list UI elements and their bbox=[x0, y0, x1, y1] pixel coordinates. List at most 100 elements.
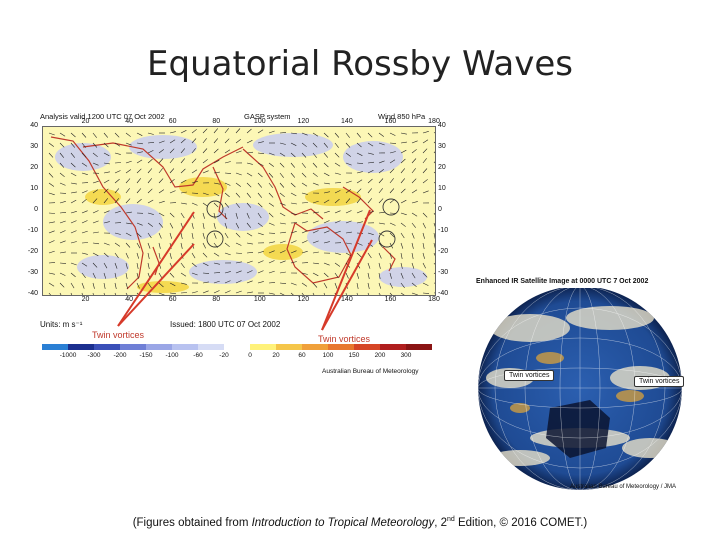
wind-arrow bbox=[191, 222, 194, 229]
cloud-patterns bbox=[478, 288, 682, 490]
wind-arrow bbox=[422, 252, 425, 259]
wind-arrow bbox=[290, 212, 297, 215]
wind-arrow bbox=[246, 222, 252, 228]
wind-arrow bbox=[70, 132, 76, 138]
wind-arrow bbox=[356, 210, 363, 214]
wind-arrow bbox=[345, 189, 351, 194]
wind-arrow bbox=[70, 272, 76, 278]
wind-arrow bbox=[103, 198, 109, 204]
wind-arrow bbox=[246, 202, 252, 208]
wind-arrow bbox=[191, 138, 197, 144]
wind-arrow bbox=[323, 142, 329, 148]
lat-tick-label: 30 bbox=[30, 143, 38, 150]
wind-arrow bbox=[356, 282, 359, 289]
wind-arrow bbox=[59, 172, 65, 178]
wind-arrow bbox=[257, 222, 263, 227]
wind-arrow bbox=[400, 212, 407, 216]
wind-arrow bbox=[356, 242, 363, 246]
wind-arrow bbox=[301, 172, 307, 178]
wind-arrow bbox=[114, 198, 120, 204]
wind-arrow bbox=[48, 192, 55, 196]
lat-tick-label: 10 bbox=[30, 185, 38, 192]
lat-tick-label: 30 bbox=[438, 143, 446, 150]
wind-arrow bbox=[70, 142, 76, 148]
wind-arrow bbox=[213, 182, 220, 185]
wind-arrow bbox=[312, 272, 319, 277]
wind-arrow bbox=[378, 252, 382, 259]
wind-arrow bbox=[81, 142, 86, 148]
wind-arrow bbox=[147, 168, 153, 174]
wind-arrow bbox=[301, 240, 308, 244]
lon-tick-label: 60 bbox=[168, 118, 177, 125]
wind-arrow bbox=[367, 142, 374, 147]
wind-arrow bbox=[92, 292, 94, 295]
wind-arrow bbox=[59, 132, 66, 137]
wind-arrow bbox=[323, 272, 329, 278]
wind-arrow bbox=[59, 272, 66, 276]
wind-arrow bbox=[59, 251, 66, 254]
wind-arrow bbox=[180, 148, 186, 154]
wind-arrow bbox=[147, 199, 154, 204]
wind-arrow bbox=[70, 152, 76, 158]
wind-arrow bbox=[411, 242, 414, 249]
lon-tick-label: 120 bbox=[297, 118, 310, 125]
wind-arrow bbox=[367, 198, 373, 204]
wind-arrow bbox=[202, 281, 209, 284]
twin-vortices-label-left: Twin vortices bbox=[92, 330, 145, 340]
wind-arrow bbox=[246, 128, 252, 134]
wind-arrow bbox=[59, 182, 66, 186]
wind-arrow bbox=[422, 148, 428, 154]
wind-arrow bbox=[246, 232, 253, 237]
wind-arrow bbox=[268, 172, 274, 178]
wind-arrow bbox=[345, 142, 351, 148]
wind-arrow bbox=[169, 272, 175, 278]
wind-arrow bbox=[191, 262, 197, 268]
wind-arrow bbox=[279, 172, 284, 178]
wind-arrow bbox=[180, 262, 185, 268]
wind-arrow bbox=[125, 242, 131, 248]
wind-arrow bbox=[136, 262, 139, 269]
wind-arrow bbox=[180, 232, 183, 239]
wind-arrow bbox=[147, 150, 154, 154]
wind-arrow bbox=[345, 292, 347, 295]
wind-arrow bbox=[246, 172, 253, 177]
wind-arrow bbox=[279, 212, 286, 217]
wind-arrow bbox=[180, 292, 188, 294]
wind-arrow bbox=[114, 170, 121, 174]
wind-arrow bbox=[81, 242, 89, 244]
wind-arrow bbox=[48, 132, 55, 136]
wind-arrow bbox=[191, 129, 197, 134]
wind-arrow bbox=[356, 198, 362, 204]
wind-arrow bbox=[257, 270, 264, 274]
wind-arrow bbox=[213, 280, 220, 284]
wind-arrow bbox=[224, 161, 231, 164]
wind-arrow bbox=[323, 210, 330, 214]
wind-arrow bbox=[202, 148, 208, 154]
wind-arrow bbox=[378, 142, 385, 146]
wind-arrow bbox=[312, 132, 319, 137]
wind-arrow bbox=[246, 270, 253, 274]
wind-arrow bbox=[81, 132, 87, 138]
wind-arrow bbox=[312, 230, 319, 234]
wind-arrow bbox=[59, 212, 67, 214]
lat-tick-label: 0 bbox=[438, 206, 442, 213]
wind-arrow bbox=[268, 192, 274, 198]
wind-arrow bbox=[191, 291, 198, 294]
wind-arrow bbox=[103, 171, 110, 174]
wind-arrow bbox=[356, 252, 362, 258]
colorbar-label: 20 bbox=[272, 352, 280, 359]
wind-arrow bbox=[389, 178, 394, 184]
wind-arrow bbox=[169, 148, 175, 154]
wind-arrow bbox=[81, 172, 88, 175]
wind-arrow bbox=[81, 230, 88, 234]
wind-arrow bbox=[378, 282, 382, 289]
wind-arrow bbox=[411, 140, 418, 144]
wind-arrow bbox=[70, 241, 77, 244]
wind-arrow bbox=[378, 178, 384, 184]
wind-arrow bbox=[235, 172, 242, 176]
lat-tick-label: 40 bbox=[438, 122, 446, 129]
wind-arrow bbox=[301, 142, 307, 147]
wind-arrow bbox=[180, 179, 187, 184]
wind-arrow bbox=[136, 242, 141, 249]
wind-arrow bbox=[114, 152, 121, 155]
